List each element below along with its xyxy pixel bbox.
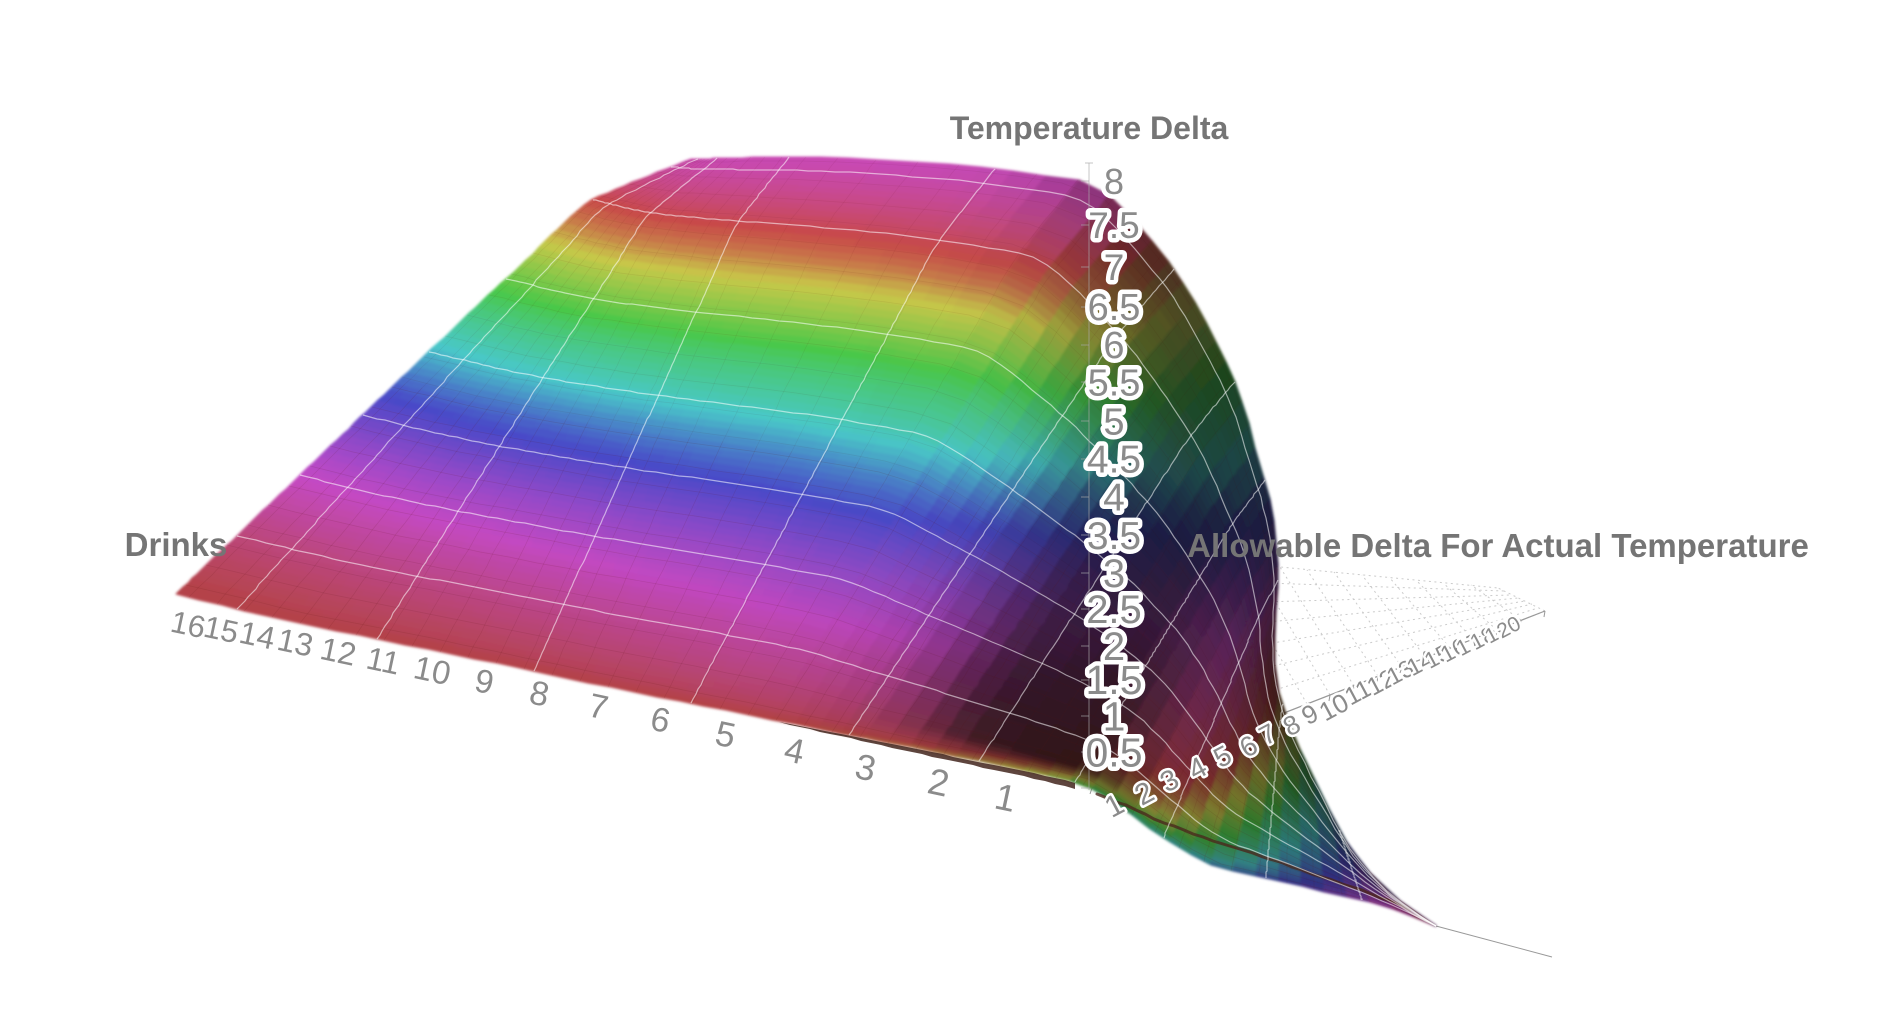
svg-text:7: 7 <box>1104 247 1125 288</box>
svg-text:6.5: 6.5 <box>1088 287 1141 329</box>
svg-text:3.5: 3.5 <box>1087 515 1141 558</box>
svg-text:15: 15 <box>201 609 242 650</box>
svg-text:1.5: 1.5 <box>1086 657 1143 703</box>
svg-text:7.5: 7.5 <box>1088 205 1139 246</box>
svg-text:8: 8 <box>1104 161 1124 202</box>
svg-text:Allowable Delta For Actual Tem: Allowable Delta For Actual Temperature <box>1187 527 1809 564</box>
svg-text:4.5: 4.5 <box>1087 439 1141 482</box>
svg-text:0.5: 0.5 <box>1086 729 1143 775</box>
svg-text:Drinks: Drinks <box>125 526 228 563</box>
svg-text:5.5: 5.5 <box>1088 362 1141 404</box>
svg-text:2: 2 <box>1103 625 1125 669</box>
svg-text:2.5: 2.5 <box>1086 588 1142 632</box>
svg-text:13: 13 <box>274 621 316 664</box>
svg-text:4: 4 <box>1103 477 1125 520</box>
svg-text:6: 6 <box>1103 325 1124 367</box>
svg-text:1: 1 <box>1103 693 1126 739</box>
svg-text:5: 5 <box>1103 402 1124 444</box>
svg-text:Temperature Delta: Temperature Delta <box>950 110 1229 146</box>
svg-text:12: 12 <box>317 630 359 673</box>
svg-text:14: 14 <box>236 614 278 657</box>
svg-text:10: 10 <box>411 648 455 692</box>
svg-text:3: 3 <box>1103 552 1125 596</box>
